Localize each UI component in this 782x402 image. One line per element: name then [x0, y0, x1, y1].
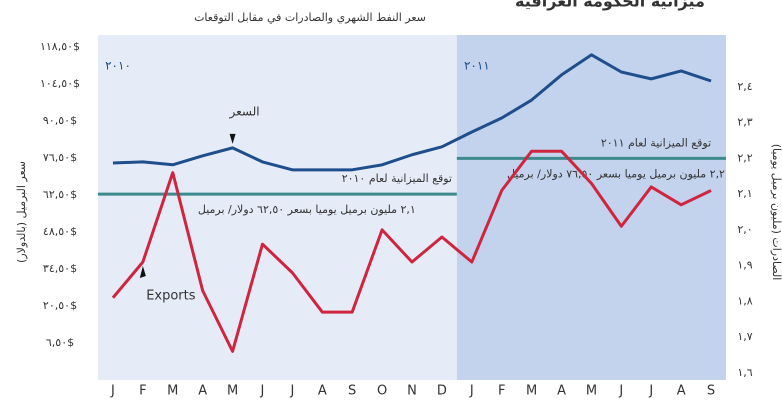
chart-title: ميزانية الحكومة العراقية	[515, 0, 705, 11]
chart-subtitle: سعر النفط الشهري والصادرات في مقابل التو…	[194, 11, 426, 24]
y-tick-label: ٩٠,٥٠$	[43, 114, 77, 127]
x-tick-label: O	[377, 384, 387, 399]
x-tick-label: S	[707, 384, 715, 399]
x-tick-label: J	[648, 384, 653, 399]
x-tick-label: N	[407, 384, 417, 399]
y-tick-label: ٣٤,٥٠$	[43, 262, 77, 275]
x-tick-label: M	[526, 384, 537, 399]
annotation-arrow	[229, 133, 236, 144]
y-tick-label: ٧٦,٥٠$	[43, 151, 77, 164]
y-tick-label: ٤٨,٥٠$	[43, 225, 77, 238]
x-tick-label: M	[167, 384, 178, 399]
x-tick-label: A	[677, 384, 686, 399]
y2-axis-label: الصادرات (مليون برميل يوميا)	[770, 144, 782, 281]
period-background	[456, 35, 726, 380]
y2-tick-label: ١,٨	[737, 294, 752, 307]
y2-tick-label: ٢,٤	[737, 80, 752, 93]
budget-text: ٢,٢ مليون برميل يوميا بسعر ٧٦,٥٠ دولار/ …	[507, 167, 725, 180]
y2-tick-label: ٢,٢	[737, 151, 752, 164]
y-axis-label: سعر البرميل (بالدولار)	[15, 161, 28, 263]
budget-title: توقع الميزانية لعام ٢٠١٠	[342, 172, 452, 185]
x-tick-label: A	[318, 384, 327, 399]
budget-title: توقع الميزانية لعام ٢٠١١	[601, 136, 711, 149]
budget-text: ٢,١ مليون برميل يوميا بسعر ٦٢,٥٠ دولار/ …	[198, 203, 416, 216]
y-tick-label: ٦٢,٥٠$	[43, 188, 77, 201]
y-tick-label: ١١٨,٥٠$	[40, 40, 80, 53]
x-tick-label: J	[618, 384, 623, 399]
x-tick-label: F	[498, 384, 505, 399]
y2-tick-label: ٢,٠	[737, 223, 752, 236]
x-tick-label: M	[227, 384, 238, 399]
series-annotation: السعر	[229, 104, 260, 119]
period-background	[98, 35, 457, 380]
y2-tick-label: ١,٦	[737, 366, 752, 379]
y2-tick-label: ٢,١	[737, 187, 752, 200]
y2-tick-label: ١,٩	[737, 259, 752, 272]
x-tick-label: J	[110, 384, 115, 399]
y-tick-label: ١٠٤,٥٠$	[40, 77, 80, 90]
x-tick-label: A	[198, 384, 207, 399]
x-tick-label: J	[289, 384, 294, 399]
series-line	[112, 53, 712, 172]
y-tick-label: ٦,٥٠$	[46, 336, 74, 349]
x-tick-label: F	[139, 384, 146, 399]
y2-tick-label: ٢,٣	[737, 116, 752, 129]
period-label: ٢٠١٠	[105, 59, 131, 73]
x-tick-label: J	[260, 384, 265, 399]
annotation-arrow	[139, 266, 146, 279]
x-tick-label: M	[586, 384, 597, 399]
period-label: ٢٠١١	[464, 59, 490, 73]
x-tick-label: D	[437, 384, 447, 399]
y-tick-label: ٢٠,٥٠$	[43, 299, 77, 312]
series-annotation: Exports	[146, 289, 196, 304]
x-tick-label: A	[557, 384, 566, 399]
x-tick-label: S	[348, 384, 356, 399]
y2-tick-label: ١,٧	[737, 330, 752, 343]
series-line	[111, 149, 712, 353]
x-tick-label: J	[469, 384, 474, 399]
